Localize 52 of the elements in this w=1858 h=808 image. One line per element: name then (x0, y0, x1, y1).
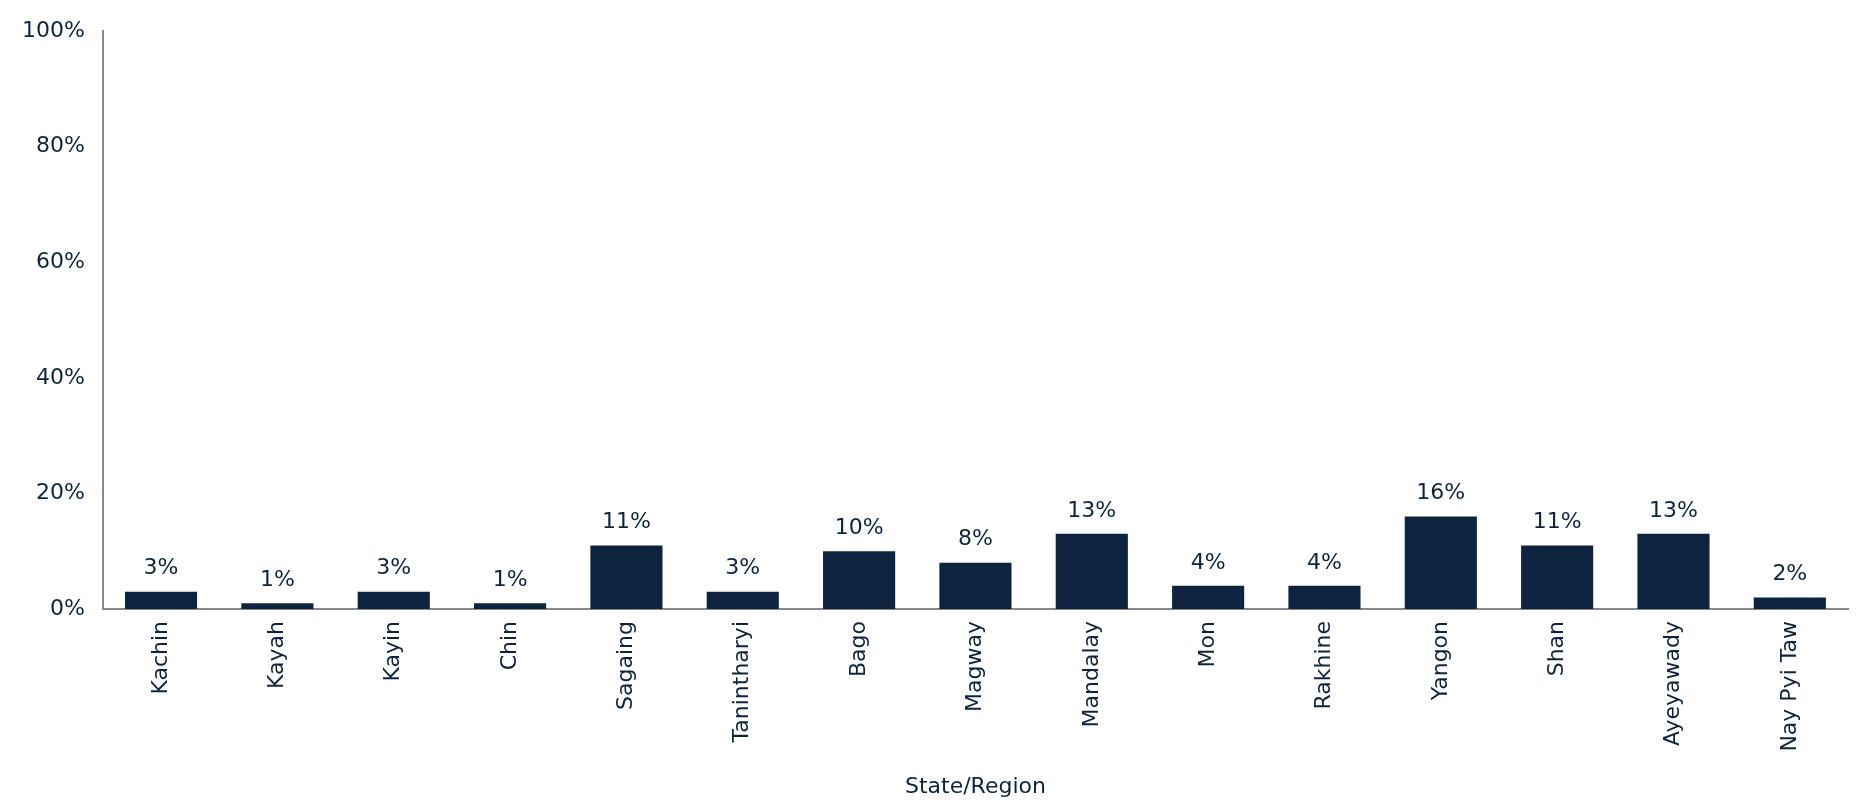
x-axis-title: State/Region (904, 772, 1046, 798)
data-label: 16% (1416, 479, 1466, 505)
data-label: 4% (1307, 548, 1342, 574)
bar (125, 591, 198, 609)
x-tick-label: Shan (1542, 620, 1568, 677)
y-tick-label: 80% (35, 132, 85, 158)
data-label: 4% (1190, 548, 1226, 574)
bar (1172, 585, 1245, 609)
bar (1521, 545, 1594, 609)
bar (939, 562, 1012, 609)
bar (1288, 585, 1361, 609)
data-label: 8% (957, 525, 993, 551)
y-tick-label: 40% (35, 363, 85, 389)
bar (1404, 516, 1477, 609)
bar (590, 545, 663, 609)
data-label: 1% (259, 565, 295, 591)
y-tick-label: 60% (35, 248, 85, 274)
y-tick-label: 100% (21, 16, 85, 42)
y-tick-label: 0% (49, 594, 85, 620)
x-tick-label: Mandalay (1077, 620, 1103, 728)
x-tick-label: Ayeyawady (1659, 620, 1685, 747)
x-tick-label: Chin (495, 620, 521, 671)
x-tick-label: Sagaing (612, 620, 638, 710)
x-tick-label: Yangon (1426, 620, 1452, 702)
bar (1753, 597, 1826, 609)
data-label: 3% (143, 554, 179, 580)
data-label: 1% (492, 565, 528, 591)
x-tick-label: Magway (961, 620, 987, 712)
bar (1055, 533, 1128, 609)
data-label: 11% (601, 508, 651, 534)
data-label: 3% (725, 554, 761, 580)
bar (357, 591, 430, 609)
bar (1637, 533, 1710, 609)
bar (241, 603, 314, 609)
x-tick-label: Nay Pyi Taw (1775, 620, 1801, 752)
data-label: 11% (1532, 508, 1582, 534)
data-label: 10% (834, 513, 884, 539)
bar (823, 551, 896, 609)
x-tick-label: Kachin (146, 620, 172, 695)
x-tick-label: Kayah (263, 620, 289, 689)
x-tick-label: Rakhine (1310, 620, 1336, 710)
y-tick-label: 20% (35, 479, 85, 505)
data-label: 3% (376, 554, 412, 580)
data-label: 13% (1649, 496, 1698, 522)
x-tick-label: Mon (1193, 620, 1219, 668)
x-tick-label: Tanintharyi (728, 620, 754, 744)
x-tick-label: Bago (844, 620, 870, 677)
bar (474, 603, 547, 609)
data-label: 13% (1067, 496, 1117, 522)
data-label: 2% (1772, 560, 1808, 586)
x-tick-label: Kayin (379, 620, 405, 682)
bar (706, 591, 779, 609)
